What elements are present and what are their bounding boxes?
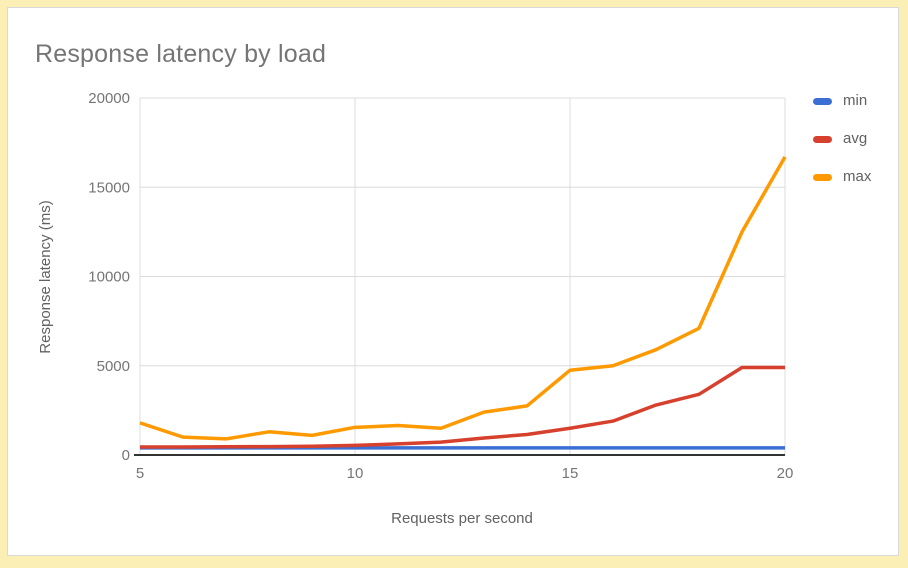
y-tick-label: 20000 bbox=[88, 90, 130, 107]
y-tick-label: 15000 bbox=[88, 179, 130, 196]
legend-label: max bbox=[843, 168, 872, 185]
y-tick-label: 0 bbox=[122, 447, 130, 464]
x-tick-label: 15 bbox=[562, 465, 579, 482]
legend-swatch-min bbox=[813, 97, 832, 105]
legend-item-min[interactable]: min bbox=[813, 92, 871, 110]
legend-label: avg bbox=[843, 130, 868, 147]
x-axis-title: Requests per second bbox=[391, 510, 533, 527]
x-tick-label: 5 bbox=[136, 465, 144, 482]
legend-item-avg[interactable]: avg bbox=[813, 130, 871, 148]
x-tick-label: 20 bbox=[777, 465, 794, 482]
legend-swatch-avg bbox=[813, 135, 832, 143]
x-tick-label: 10 bbox=[347, 465, 364, 482]
y-tick-label: 5000 bbox=[97, 358, 130, 375]
y-tick-label: 10000 bbox=[88, 269, 130, 286]
legend-item-max[interactable]: max bbox=[813, 168, 871, 186]
legend-label: min bbox=[843, 92, 868, 109]
chart-title: Response latency by load bbox=[35, 40, 327, 68]
legend-swatch-max bbox=[813, 173, 832, 181]
y-axis-title: Response latency (ms) bbox=[37, 200, 54, 353]
series-line-max bbox=[139, 156, 787, 441]
gridlines bbox=[134, 97, 786, 456]
series-lines bbox=[139, 156, 787, 450]
axis-tick-labels: 0 5000 10000 15000 20000 5 10 15 20 bbox=[88, 90, 793, 482]
series-line-avg bbox=[140, 365, 785, 449]
legend: min avg max bbox=[813, 92, 871, 206]
